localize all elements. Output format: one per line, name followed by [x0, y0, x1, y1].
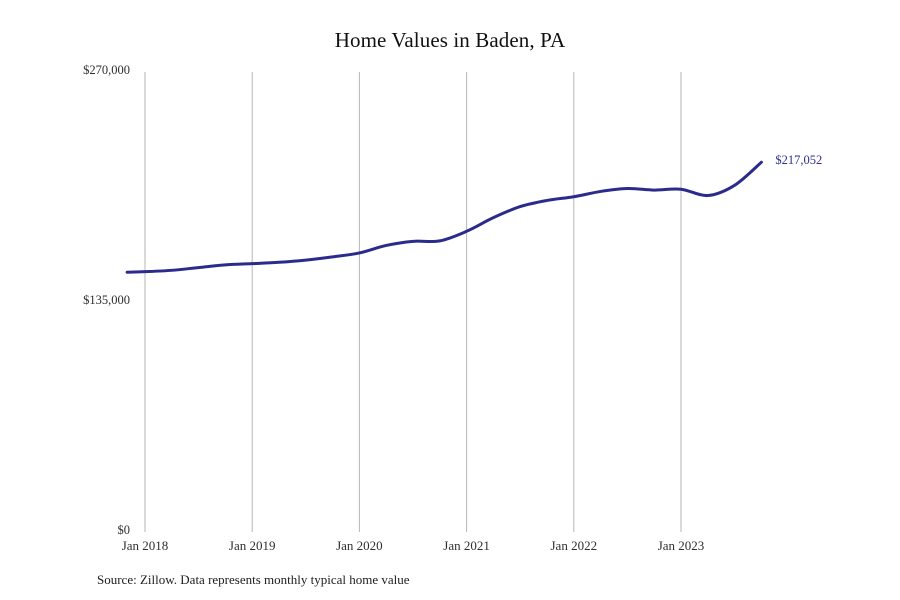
x-tick-label-jan-2019: Jan 2019: [228, 538, 276, 553]
end-value-annotation: $217,052: [775, 153, 823, 168]
x-tick-label-jan-2018: Jan 2018: [121, 538, 169, 553]
source-note: Source: Zillow. Data represents monthly …: [97, 572, 410, 587]
y-tick-label-0: $0: [117, 523, 131, 537]
series-line-typical-home-value: [125, 160, 763, 274]
data-series-line: [125, 160, 763, 274]
x-tick-label-jan-2021: Jan 2021: [443, 538, 490, 553]
chart-title: Home Values in Baden, PA: [334, 28, 566, 52]
gridlines-group: [144, 72, 682, 532]
y-tick-label-1: $135,000: [83, 293, 130, 307]
x-tick-label-jan-2020: Jan 2020: [336, 538, 383, 553]
x-tick-label-jan-2023: Jan 2023: [657, 538, 705, 553]
y-tick-label-2: $270,000: [83, 63, 130, 77]
x-tick-label-jan-2022: Jan 2022: [550, 538, 598, 553]
